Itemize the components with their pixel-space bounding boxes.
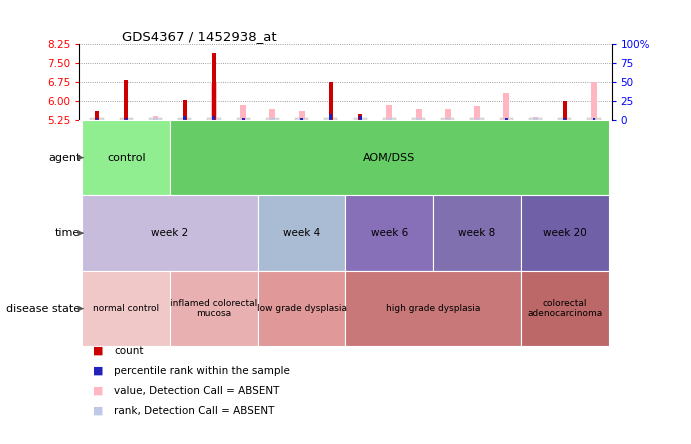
Text: week 8: week 8: [458, 228, 495, 238]
Bar: [446, 119, 450, 120]
Bar: [445, 109, 451, 120]
Bar: [533, 117, 538, 120]
Bar: [521, 271, 609, 346]
Text: ■: ■: [93, 366, 104, 376]
Bar: [153, 116, 158, 120]
Bar: [299, 111, 305, 120]
Text: rank, Detection Call = ABSENT: rank, Detection Call = ABSENT: [114, 406, 274, 416]
Bar: [82, 120, 170, 195]
Bar: [330, 114, 332, 120]
Text: week 6: week 6: [371, 228, 408, 238]
Text: percentile rank within the sample: percentile rank within the sample: [114, 366, 290, 376]
Bar: [270, 119, 274, 120]
Bar: [269, 109, 275, 120]
Bar: [359, 116, 361, 120]
Text: week 4: week 4: [283, 228, 320, 238]
Bar: [82, 271, 170, 346]
Bar: [182, 100, 187, 120]
Bar: [124, 79, 129, 120]
Bar: [212, 53, 216, 120]
Text: colorectal
adenocarcinoma: colorectal adenocarcinoma: [527, 299, 603, 318]
Bar: [358, 114, 362, 120]
Text: GDS4367 / 1452938_at: GDS4367 / 1452938_at: [122, 30, 276, 43]
Bar: [258, 271, 346, 346]
Bar: [153, 119, 158, 120]
Bar: [591, 82, 597, 120]
Bar: [170, 271, 258, 346]
Text: time: time: [55, 228, 80, 238]
Text: high grade dysplasia: high grade dysplasia: [386, 304, 480, 313]
Bar: [95, 118, 98, 120]
Bar: [346, 195, 433, 271]
Text: disease state: disease state: [6, 304, 80, 313]
Text: ■: ■: [93, 406, 104, 416]
Bar: [433, 195, 521, 271]
Bar: [563, 118, 566, 120]
Text: inflamed colorectal
mucosa: inflamed colorectal mucosa: [170, 299, 258, 318]
Bar: [474, 106, 480, 120]
Bar: [258, 195, 346, 271]
Bar: [416, 109, 422, 120]
Bar: [125, 118, 128, 120]
Text: agent: agent: [48, 153, 80, 163]
Text: week 2: week 2: [151, 228, 189, 238]
Bar: [211, 83, 217, 120]
Text: week 20: week 20: [543, 228, 587, 238]
Bar: [299, 119, 304, 120]
Bar: [387, 119, 392, 120]
Bar: [592, 118, 596, 120]
Bar: [170, 120, 609, 195]
Bar: [300, 118, 303, 120]
Bar: [591, 119, 596, 120]
Bar: [505, 118, 508, 120]
Text: control: control: [107, 153, 146, 163]
Bar: [503, 94, 509, 120]
Bar: [242, 118, 245, 120]
Bar: [212, 116, 216, 120]
Text: value, Detection Call = ABSENT: value, Detection Call = ABSENT: [114, 386, 279, 396]
Bar: [562, 101, 567, 120]
Bar: [329, 82, 333, 120]
Text: low grade dysplasia: low grade dysplasia: [256, 304, 347, 313]
Text: ■: ■: [93, 346, 104, 356]
Text: normal control: normal control: [93, 304, 160, 313]
Bar: [504, 119, 509, 120]
Bar: [240, 105, 246, 120]
Bar: [95, 111, 99, 120]
Bar: [533, 119, 538, 120]
Bar: [183, 116, 186, 120]
Bar: [346, 271, 521, 346]
Bar: [521, 195, 609, 271]
Bar: [386, 105, 392, 120]
Bar: [241, 119, 245, 120]
Text: count: count: [114, 346, 144, 356]
Bar: [417, 119, 421, 120]
Text: ■: ■: [93, 386, 104, 396]
Bar: [475, 119, 480, 120]
Bar: [82, 195, 258, 271]
Text: AOM/DSS: AOM/DSS: [363, 153, 415, 163]
